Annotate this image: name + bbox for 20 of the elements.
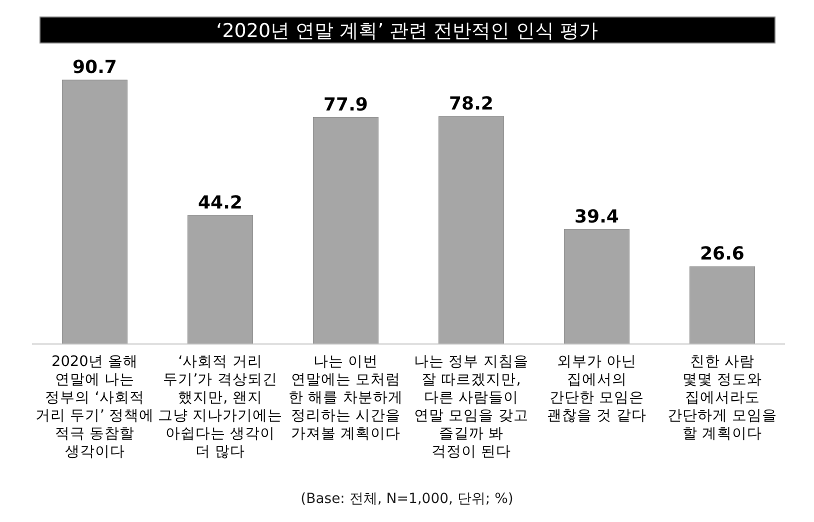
data-label: 39.4 <box>574 206 619 228</box>
bar <box>62 80 128 344</box>
bar <box>438 116 504 344</box>
data-label: 90.7 <box>72 57 117 78</box>
data-label: 77.9 <box>324 94 368 116</box>
x-tick-label: 나는 이번 연말에는 모처럼 한 해를 차분하게 정리하는 시간을 가져볼 계획이다 <box>288 354 403 442</box>
bar <box>690 266 755 344</box>
text: (Base: 전체, N=1,000, 단위; %) <box>300 491 514 507</box>
chart-title: ‘2020년 연말 계획’ 관련 전반적인 인식 평가 <box>216 20 598 42</box>
data-label: 78.2 <box>449 93 494 114</box>
x-tick-label: 2020년 올해 연말에 나는 정부의 ‘사회적 거리 두기’ 정책에 적극 동참할 생각이다 <box>35 354 154 460</box>
x-tick-label: 외부가 아닌 집에서의 간단한 모임은 괜찮을 것 같다 <box>547 354 646 424</box>
bar <box>564 229 630 344</box>
x-tick-label: 나는 정부 지침을 잘 따르겠지만, 다른 사람들이 연말 모임을 갖고 즐길까 봐 걱정이 된다 <box>414 354 528 460</box>
x-tick-label: 친한 사람 몇몇 정도와 집에서라도 간단하게 모임을 할 계획이다 <box>667 354 778 442</box>
data-label: 26.6 <box>700 244 744 265</box>
data-label: 44.2 <box>198 192 242 214</box>
x-tick-label: ‘사회적 거리 두기’가 격상되긴 했지만, 왠지 그냥 지나가기에는 아쉽다는 생각이 더 많다 <box>158 354 283 460</box>
bar <box>188 215 253 344</box>
bar <box>313 117 378 344</box>
